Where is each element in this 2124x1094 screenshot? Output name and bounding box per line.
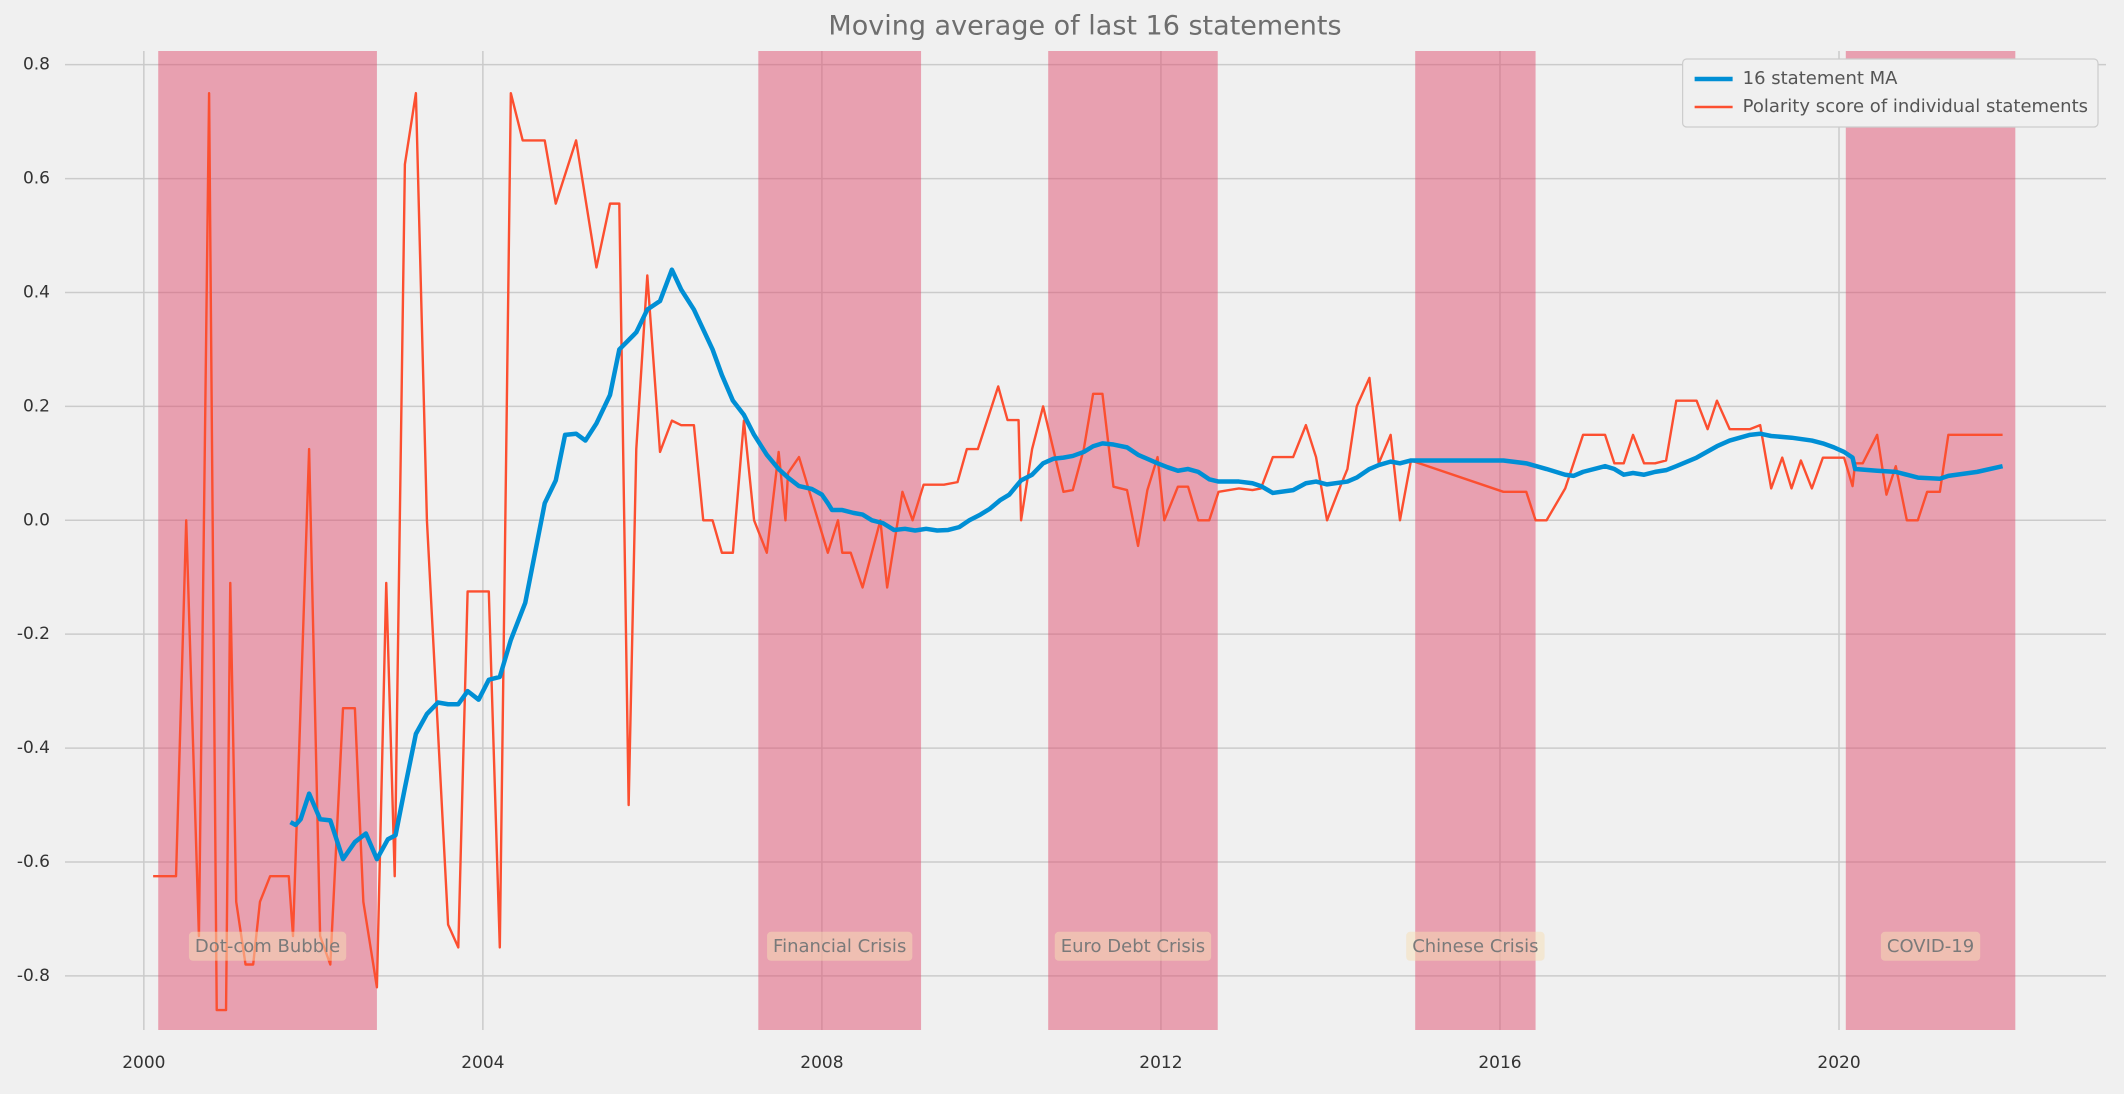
annotation-box (1406, 931, 1545, 961)
annotation-label: COVID-19 (1887, 936, 1974, 957)
x-tick-label: 2004 (461, 1053, 504, 1073)
y-tick-label: -0.4 (17, 738, 50, 758)
x-tick-label: 2000 (122, 1053, 165, 1073)
annotation-box (1054, 931, 1212, 961)
annotation-box (1880, 931, 1981, 961)
line (153, 91, 2003, 1012)
legend-box (1682, 58, 2099, 128)
shaded-region (1415, 51, 1536, 1030)
annotation-label: Chinese Crisis (1412, 936, 1538, 957)
annotation-label: Dot-com Bubble (195, 936, 340, 957)
shaded-region (158, 51, 377, 1030)
y-tick-label: 0.6 (23, 169, 50, 189)
shaded-region (1845, 51, 2016, 1030)
legend-label: Polarity score of individual statements (1743, 96, 2088, 117)
shaded-region (1048, 51, 1218, 1030)
x-tick-label: 2016 (1478, 1053, 1521, 1073)
y-tick-label: -0.2 (17, 624, 50, 644)
x-tick-label: 2020 (1817, 1053, 1860, 1073)
annotation-box (767, 931, 913, 961)
x-tick-label: 2008 (800, 1053, 843, 1073)
legend: 16 statement MA Polarity score of individ… (1682, 58, 2099, 128)
annotation-label: Euro Debt Crisis (1061, 936, 1205, 957)
y-tick-label: -0.6 (17, 852, 50, 872)
x-tick-label: 2012 (1139, 1053, 1182, 1073)
y-tick-label: -0.8 (17, 966, 50, 986)
chart-title: Moving average of last 16 statements (828, 11, 1341, 42)
legend-label: 16 statement MA (1743, 68, 1899, 89)
annotation-label: Financial Crisis (773, 936, 906, 957)
line (289, 267, 2004, 862)
y-tick-label: 0.2 (23, 396, 50, 416)
y-tick-label: 0.8 (23, 55, 50, 75)
y-tick-label: 0.4 (23, 282, 50, 302)
y-tick-label: 0.0 (23, 510, 50, 530)
annotation-box (188, 931, 347, 961)
